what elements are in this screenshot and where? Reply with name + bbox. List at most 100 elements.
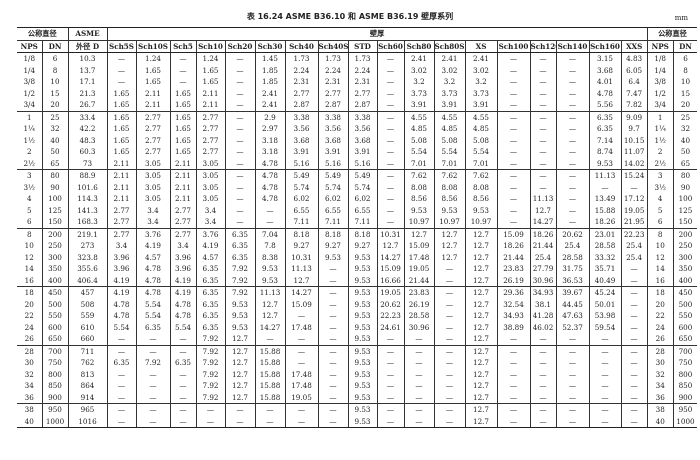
table-cell: 273 xyxy=(67,240,108,252)
table-cell: 12.7 xyxy=(433,251,466,263)
table-cell: 12.7 xyxy=(224,391,256,404)
column-header: DN xyxy=(41,40,69,53)
table-cell: — xyxy=(555,169,590,182)
table-cell: 4.55 xyxy=(464,110,498,123)
table-cell: 3.73 xyxy=(403,87,435,99)
table-cell: 2.11 xyxy=(106,169,137,182)
wall-thickness-table: 公称直径 ASME 壁厚 公称直径 NPS DN 外径 D Sch5S Sch10S Sc… xyxy=(17,27,698,428)
table-cell: 15.88 xyxy=(254,368,286,380)
table-cell: 15.88 xyxy=(588,204,622,216)
table-cell: — xyxy=(403,368,435,380)
table-cell: 28.58 xyxy=(588,240,622,252)
table-cell: — xyxy=(588,344,622,357)
table-cell: 2½ xyxy=(23,158,36,168)
table-cell: 3.68 xyxy=(317,134,349,146)
table-cell: — xyxy=(224,87,256,99)
table-cell: 3/8 xyxy=(646,76,674,88)
table-cell: 3.4 xyxy=(195,204,226,216)
table-cell: — xyxy=(620,391,648,404)
table-cell: 4.78 xyxy=(135,263,171,275)
table-cell: — xyxy=(555,333,590,345)
table-cell: 30.96 xyxy=(403,321,435,333)
table-cell: 40 xyxy=(646,415,674,428)
table-cell: 23.01 xyxy=(588,227,622,240)
table-cell: — xyxy=(529,52,557,65)
table-cell: 10 xyxy=(672,76,698,88)
table-cell: — xyxy=(496,110,531,123)
table-cell: 3.05 xyxy=(135,181,171,193)
column-header: Sch140 xyxy=(555,40,590,53)
table-cell: 10 xyxy=(24,241,34,251)
table-cell: 5.54 xyxy=(433,146,466,158)
table-cell: 4.78 xyxy=(106,310,137,322)
table-cell: — xyxy=(529,380,557,392)
table-cell: 219.1 xyxy=(67,227,108,240)
table-cell: 5.54 xyxy=(169,321,197,333)
table-cell: 6.55 xyxy=(284,204,319,216)
table-cell: — xyxy=(433,298,466,310)
table-cell: 1/8 xyxy=(646,52,674,65)
table-cell: — xyxy=(284,333,319,345)
table-cell: 20.62 xyxy=(555,227,590,240)
table-row: 36 900 914— — —7.92 12.7 15.88 19.05—9.53— — —12.… xyxy=(17,391,698,404)
table-cell: 2.87 xyxy=(347,99,378,111)
table-cell: — xyxy=(376,123,405,135)
table-row: 20 500 508 4.78 5.54 4.78 6.35 9.53 12.7 15.09—9.… xyxy=(17,298,698,310)
table-cell: 17.48 xyxy=(284,321,319,333)
table-cell: 1 xyxy=(646,110,674,123)
table-cell: 2.11 xyxy=(195,99,226,111)
table-cell: 9.7 xyxy=(620,123,648,135)
table-cell: — xyxy=(496,216,531,228)
table-cell: — xyxy=(135,380,171,392)
table-cell: 9.53 xyxy=(347,310,378,322)
table-cell: 18.26 xyxy=(588,216,622,228)
table-cell: 3 xyxy=(646,169,674,182)
table-cell: — xyxy=(433,333,466,345)
table-cell: 12.7 xyxy=(464,380,498,392)
table-cell: 15.88 xyxy=(254,344,286,357)
table-cell: 8.18 xyxy=(284,227,319,240)
table-cell: 3.05 xyxy=(195,193,226,205)
table-cell: 1.65 xyxy=(169,99,197,111)
table-row: 40 1000 1016— — — — — — — —9.53— — —12.7— — — — —40 1000 xyxy=(17,415,698,428)
table-cell: 52.37 xyxy=(555,321,590,333)
table-row: 22 550 559 4.78 5.54 4.78 6.35 9.53 12.7— —9.53 22… xyxy=(17,310,698,322)
table-cell: — xyxy=(529,87,557,99)
table-cell: 12.7 xyxy=(464,368,498,380)
table-cell: — xyxy=(224,204,256,216)
table-row: 14 350 355.6 3.96 4.78 3.96 6.35 7.92 9.53 11.13—… xyxy=(17,263,698,275)
table-cell: 22.23 xyxy=(620,227,648,240)
table-cell: 7.92 xyxy=(195,368,226,380)
table-cell: 17.48 xyxy=(403,251,435,263)
table-cell: 10.31 xyxy=(376,227,405,240)
table-cell: 2.77 xyxy=(106,216,137,228)
table-cell: — xyxy=(224,169,256,182)
table-cell: — xyxy=(254,216,286,228)
table-cell: 15.09 xyxy=(284,298,319,310)
table-cell: 12.7 xyxy=(464,344,498,357)
table-cell: 18.26 xyxy=(496,240,531,252)
table-cell: 12.7 xyxy=(464,391,498,404)
table-cell: — xyxy=(106,380,137,392)
table-cell: 4.85 xyxy=(433,123,466,135)
table-cell: 8.56 xyxy=(464,193,498,205)
table-cell: 508 xyxy=(67,298,108,310)
table-cell: 6.35 xyxy=(224,251,256,263)
table-cell: 2.77 xyxy=(106,227,137,240)
table-cell: 3.96 xyxy=(169,251,197,263)
table-cell: — xyxy=(555,415,590,428)
table-cell: 73 xyxy=(67,157,108,170)
table-cell: 12.7 xyxy=(284,274,319,287)
table-cell: — xyxy=(224,76,256,88)
table-cell: 17.1 xyxy=(67,76,108,88)
table-cell: 1.65 xyxy=(195,76,226,88)
table-cell: 1½ xyxy=(23,135,36,145)
table-cell: 2.97 xyxy=(254,123,286,135)
table-title: 表 16.24 ASME B36.10 和 ASME B36.19 壁厚系列 xyxy=(246,12,454,21)
table-cell: 1¼ xyxy=(646,123,674,135)
table-cell: — xyxy=(376,169,405,182)
table-cell: 42.2 xyxy=(67,123,108,135)
table-cell: 323.8 xyxy=(67,251,108,263)
table-cell: 1.65 xyxy=(169,134,197,146)
table-cell: 12.7 xyxy=(254,298,286,310)
